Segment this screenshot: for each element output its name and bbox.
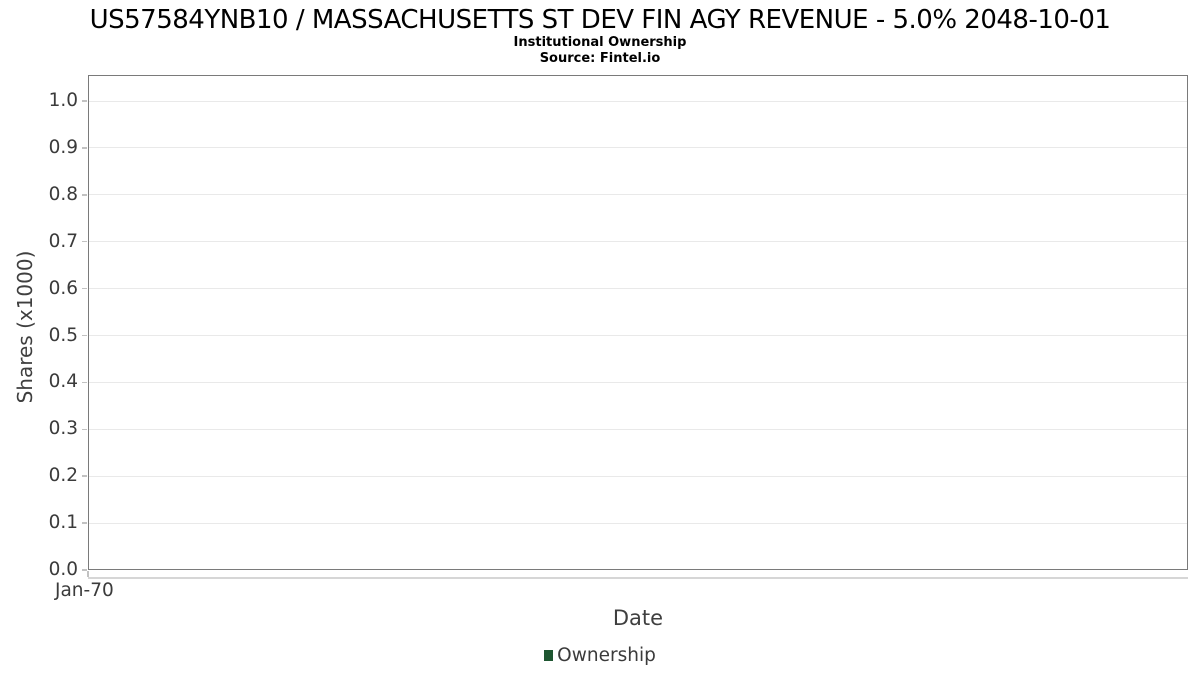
y-tick-label: 0.3 [48, 418, 78, 440]
gridline [89, 428, 1187, 430]
gridline [89, 522, 1187, 524]
x-axis-line [88, 577, 1188, 579]
y-tick-label: 0.6 [48, 277, 78, 299]
y-tick [82, 475, 87, 477]
x-axis-title: Date [612, 606, 664, 630]
x-tick [87, 571, 89, 577]
gridline [89, 335, 1187, 336]
y-tick [82, 287, 87, 290]
y-tick [82, 428, 87, 431]
legend-item-ownership[interactable]: Ownership [544, 645, 656, 666]
legend-marker-square [544, 650, 554, 661]
y-tick-label: 1.0 [48, 90, 78, 111]
y-tick [82, 334, 87, 337]
gridline [89, 100, 1187, 102]
y-tick-label: 0.7 [48, 230, 78, 252]
y-tick-label: 0.2 [48, 465, 78, 487]
gridline [89, 194, 1187, 196]
gridline [89, 241, 1187, 243]
x-tick-label: Jan-70 [55, 580, 114, 601]
y-tick-label: 0.1 [48, 512, 78, 534]
y-tick [82, 522, 87, 524]
y-tick [82, 147, 87, 149]
y-tick-label: 0.0 [48, 559, 78, 580]
chart-source: Source: Fintel.io [539, 51, 661, 66]
y-tick [82, 194, 87, 196]
y-tick [82, 100, 87, 102]
y-tick-label: 0.4 [48, 371, 78, 393]
chart-subtitle: Institutional Ownership [513, 35, 687, 50]
legend-label: Ownership [557, 645, 656, 666]
plot-area [88, 75, 1188, 570]
y-tick [82, 569, 87, 571]
gridline [89, 288, 1187, 290]
gridline [89, 381, 1187, 383]
chart-title: US57584YNB10 / MASSACHUSETTS ST DEV FIN … [89, 5, 1111, 35]
legend: Ownership [0, 645, 1200, 666]
y-tick-label: 0.8 [48, 183, 78, 205]
y-tick [82, 240, 87, 243]
y-tick-label: 0.5 [48, 324, 78, 346]
gridline [89, 475, 1187, 477]
gridline [89, 147, 1187, 149]
y-tick-label: 0.9 [48, 136, 78, 158]
y-tick [82, 381, 87, 384]
